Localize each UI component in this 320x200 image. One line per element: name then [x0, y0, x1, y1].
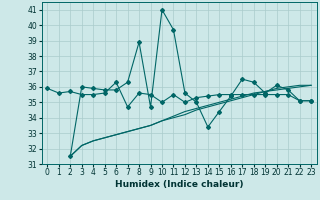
X-axis label: Humidex (Indice chaleur): Humidex (Indice chaleur): [115, 180, 244, 189]
